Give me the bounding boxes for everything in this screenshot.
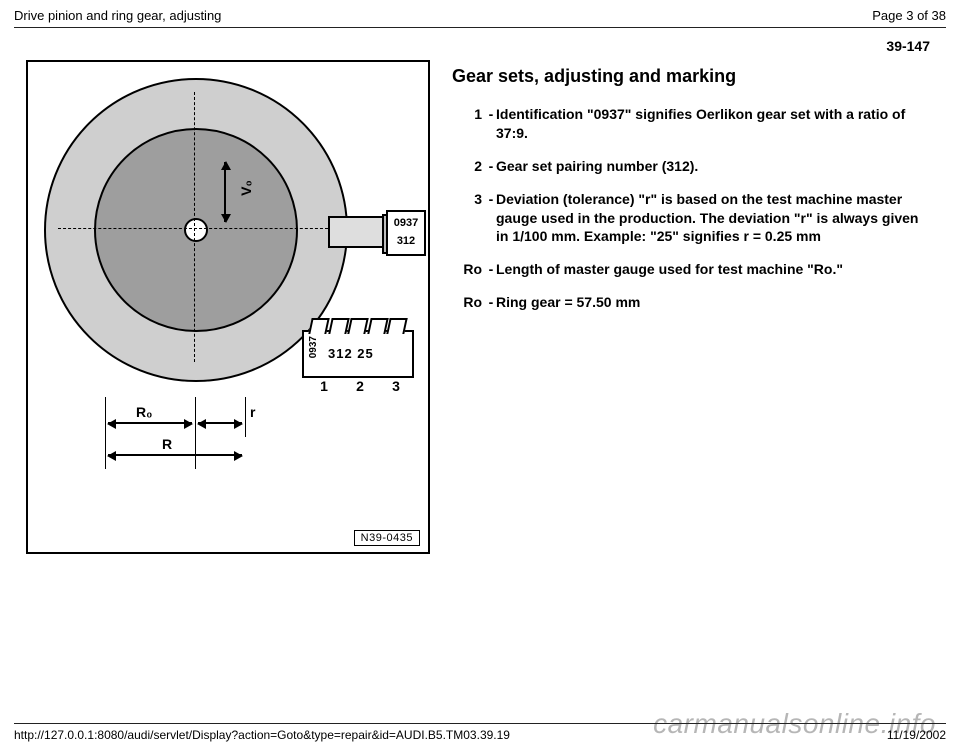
tooth-label-text: 312 25 [328, 346, 374, 361]
dim-tick [105, 397, 106, 469]
tooth-callout-numbers: 1 2 3 [306, 378, 414, 394]
pinion-shaft [328, 216, 388, 248]
callout-3: 3 [392, 378, 400, 394]
item-text: Deviation (tolerance) "r" is based on th… [496, 190, 928, 247]
list-item: 3 - Deviation (tolerance) "r" is based o… [452, 190, 928, 247]
item-dash: - [486, 105, 496, 143]
footer-date: 11/19/2002 [887, 728, 946, 742]
tooth-strip [310, 318, 406, 332]
item-num: Ro [452, 293, 486, 312]
figure-id: N39-0435 [354, 530, 420, 546]
item-dash: - [486, 157, 496, 176]
footer: http://127.0.0.1:8080/audi/servlet/Displ… [14, 723, 946, 742]
callout-1: 1 [320, 378, 328, 394]
list-item: Ro - Length of master gauge used for tes… [452, 260, 928, 279]
item-num: 1 [452, 105, 486, 143]
dim-ro-label: R₀ [136, 404, 152, 420]
footer-url: http://127.0.0.1:8080/audi/servlet/Displ… [14, 728, 510, 742]
item-dash: - [486, 293, 496, 312]
item-dash: - [486, 260, 496, 279]
tooth-sample: 0937 312 25 [302, 330, 414, 378]
centerline-v [194, 92, 195, 362]
page-count: Page 3 of 38 [872, 8, 946, 23]
item-text: Identification "0937" signifies Oerlikon… [496, 105, 928, 143]
dim-r-line [198, 422, 242, 424]
list-item: Ro - Ring gear = 57.50 mm [452, 293, 928, 312]
shaft-label-box: 0937 312 [386, 210, 426, 256]
item-text: Gear set pairing number (312). [496, 157, 928, 176]
list-item: 2 - Gear set pairing number (312). [452, 157, 928, 176]
shaft-label-2: 312 [388, 232, 424, 250]
item-text: Ring gear = 57.50 mm [496, 293, 928, 312]
item-num: Ro [452, 260, 486, 279]
dim-tick [195, 397, 196, 469]
item-text: Length of master gauge used for test mac… [496, 260, 928, 279]
dim-tick [245, 397, 246, 437]
vo-label: V₀ [238, 180, 254, 196]
page-ref: 39-147 [0, 28, 960, 60]
centerline-h [58, 228, 328, 229]
list-item: 1 - Identification "0937" signifies Oerl… [452, 105, 928, 143]
item-num: 2 [452, 157, 486, 176]
item-num: 3 [452, 190, 486, 247]
dim-r-label: r [250, 404, 255, 420]
doc-title: Drive pinion and ring gear, adjusting [14, 8, 221, 23]
item-dash: - [486, 190, 496, 247]
shaft-label-1: 0937 [388, 214, 424, 232]
dim-R-label: R [162, 436, 172, 452]
tooth-label-vertical: 0937 [308, 336, 319, 358]
text-column: Gear sets, adjusting and marking 1 - Ide… [430, 60, 934, 554]
dim-R-line [108, 454, 242, 456]
dim-ro-line [108, 422, 192, 424]
figure: V₀ 0937 312 0937 312 25 1 2 3 R₀ r [26, 60, 430, 554]
ring-gear-center [184, 218, 208, 242]
callout-2: 2 [356, 378, 364, 394]
section-heading: Gear sets, adjusting and marking [452, 66, 928, 87]
vo-arrow [224, 162, 226, 222]
